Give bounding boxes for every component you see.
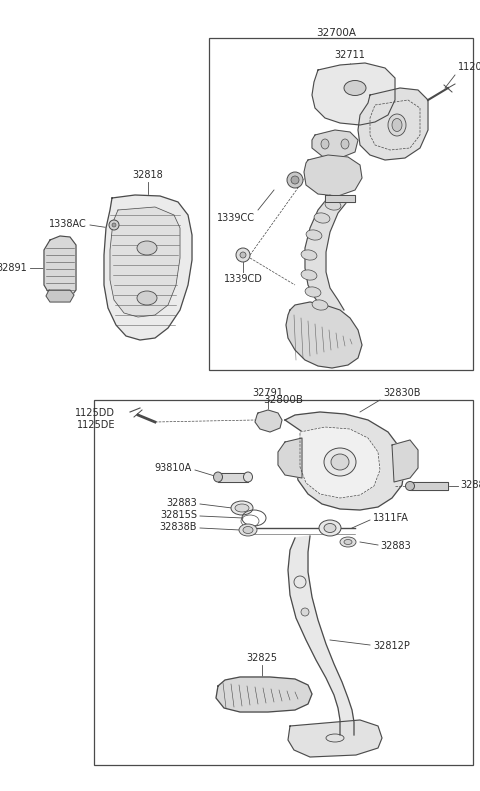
Circle shape: [287, 172, 303, 188]
Polygon shape: [216, 677, 312, 712]
Polygon shape: [285, 412, 405, 510]
Ellipse shape: [301, 250, 317, 260]
Ellipse shape: [319, 520, 341, 536]
Ellipse shape: [324, 448, 356, 476]
Text: 32883: 32883: [380, 541, 411, 551]
Ellipse shape: [392, 119, 402, 131]
Text: 32838B: 32838B: [159, 522, 197, 532]
Text: 32830B: 32830B: [383, 388, 420, 398]
Ellipse shape: [340, 537, 356, 547]
Text: 32812P: 32812P: [373, 641, 410, 651]
Text: 32825: 32825: [247, 653, 277, 663]
Polygon shape: [44, 236, 76, 299]
Text: 1120BS: 1120BS: [458, 62, 480, 72]
Circle shape: [291, 176, 299, 184]
Ellipse shape: [388, 114, 406, 136]
Ellipse shape: [137, 241, 157, 255]
Polygon shape: [104, 195, 192, 340]
Polygon shape: [304, 155, 362, 196]
Ellipse shape: [243, 527, 253, 533]
Polygon shape: [110, 207, 180, 317]
Text: 32815S: 32815S: [160, 510, 197, 520]
Ellipse shape: [314, 213, 330, 223]
Ellipse shape: [301, 270, 317, 280]
Ellipse shape: [325, 200, 341, 210]
Polygon shape: [286, 302, 362, 368]
Ellipse shape: [137, 291, 157, 305]
Polygon shape: [300, 427, 380, 498]
Circle shape: [240, 252, 246, 258]
Polygon shape: [288, 720, 382, 757]
Ellipse shape: [312, 300, 328, 310]
Polygon shape: [288, 536, 354, 735]
Ellipse shape: [324, 524, 336, 532]
Text: 32891: 32891: [0, 263, 27, 273]
Text: 1339CD: 1339CD: [224, 274, 263, 284]
Ellipse shape: [243, 472, 252, 482]
Text: 32886: 32886: [460, 480, 480, 490]
Text: 1339CC: 1339CC: [217, 213, 255, 223]
Polygon shape: [305, 195, 350, 310]
Polygon shape: [392, 440, 418, 482]
Text: 1125DD: 1125DD: [75, 408, 115, 418]
Bar: [94, 400, 473, 765]
Circle shape: [236, 248, 250, 262]
Polygon shape: [255, 410, 282, 432]
Text: 32818: 32818: [132, 170, 163, 180]
Text: 93810A: 93810A: [155, 463, 192, 473]
Ellipse shape: [235, 504, 249, 512]
Circle shape: [109, 220, 119, 230]
Polygon shape: [410, 482, 448, 490]
Ellipse shape: [406, 482, 415, 490]
Text: 1338AC: 1338AC: [49, 219, 87, 229]
Text: 32800B: 32800B: [263, 395, 303, 405]
Polygon shape: [312, 63, 395, 125]
Polygon shape: [312, 130, 358, 158]
Ellipse shape: [341, 139, 349, 149]
Text: 32791: 32791: [252, 388, 283, 398]
Circle shape: [112, 223, 116, 227]
Ellipse shape: [331, 454, 349, 470]
Circle shape: [301, 608, 309, 616]
Polygon shape: [358, 88, 428, 160]
Ellipse shape: [321, 139, 329, 149]
Text: 32883: 32883: [166, 498, 197, 508]
Polygon shape: [218, 473, 248, 482]
Bar: [209, 38, 473, 370]
Ellipse shape: [231, 501, 253, 515]
Ellipse shape: [239, 524, 257, 536]
Ellipse shape: [344, 81, 366, 96]
Text: 1311FA: 1311FA: [373, 513, 409, 523]
Ellipse shape: [306, 230, 322, 240]
Polygon shape: [325, 195, 355, 202]
Text: 1125DE: 1125DE: [76, 420, 115, 430]
Text: 32700A: 32700A: [316, 28, 356, 38]
Ellipse shape: [344, 539, 352, 544]
Polygon shape: [278, 438, 302, 478]
Polygon shape: [46, 290, 74, 302]
Ellipse shape: [214, 472, 223, 482]
Text: 32711: 32711: [335, 50, 365, 60]
Ellipse shape: [305, 287, 321, 297]
